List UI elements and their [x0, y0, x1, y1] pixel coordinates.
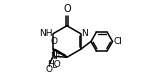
Text: O: O: [50, 38, 57, 46]
Text: O: O: [46, 65, 53, 74]
Text: +: +: [55, 51, 61, 57]
Text: −: −: [51, 65, 57, 71]
Text: HO: HO: [47, 60, 61, 69]
Text: N: N: [81, 29, 88, 38]
Text: O: O: [63, 4, 71, 14]
Text: Cl: Cl: [113, 37, 122, 46]
Text: N: N: [50, 52, 57, 61]
Text: NH: NH: [39, 29, 52, 38]
